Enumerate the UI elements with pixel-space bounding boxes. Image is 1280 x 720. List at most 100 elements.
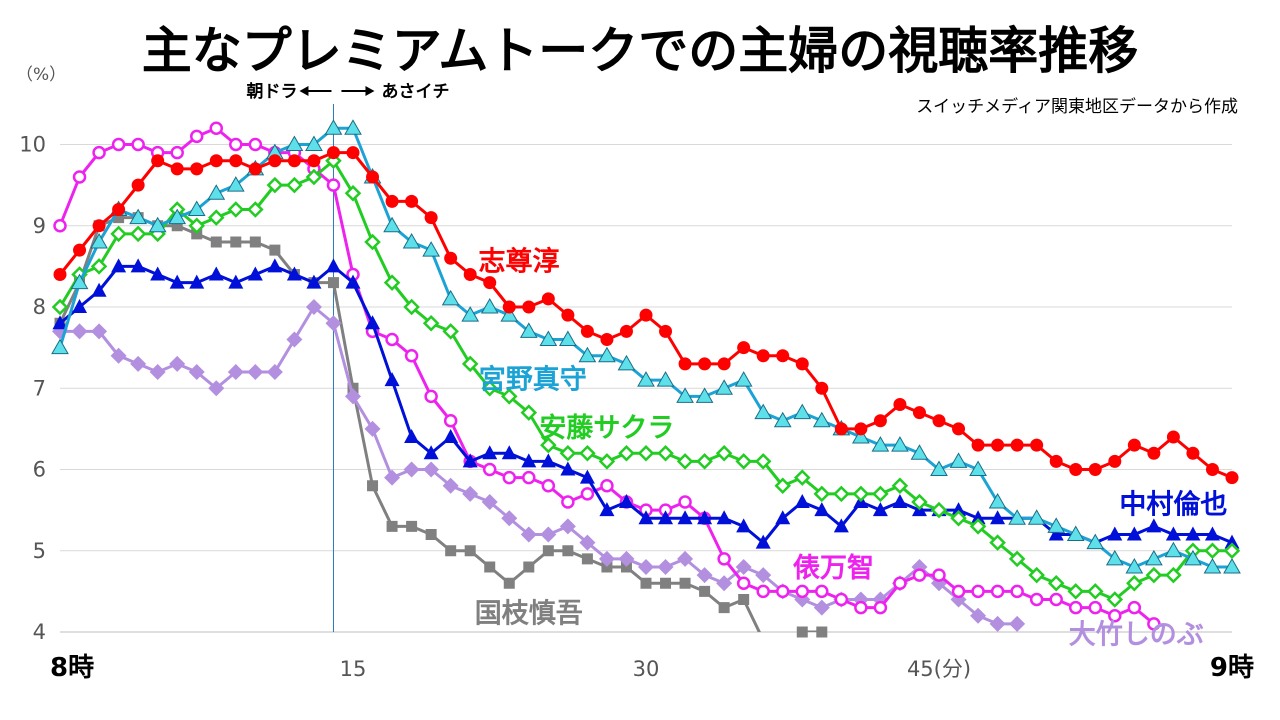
point-0-24 — [522, 300, 536, 314]
point-5-8 — [208, 380, 225, 397]
point-6-20 — [445, 545, 457, 557]
point-2-12 — [286, 176, 303, 194]
point-6-31 — [660, 577, 672, 589]
point-3-10 — [247, 266, 263, 281]
point-1-7 — [187, 200, 206, 216]
point-1-24 — [519, 322, 538, 338]
point-3-34 — [716, 510, 732, 525]
point-0-37 — [776, 349, 790, 363]
point-1-47 — [969, 460, 987, 476]
series-label-1: 宮野真守 — [479, 363, 587, 395]
point-2-7 — [188, 217, 206, 235]
point-0-35 — [737, 341, 751, 355]
point-0-32 — [678, 357, 692, 371]
point-0-48 — [991, 438, 1005, 452]
point-6-14 — [327, 277, 339, 289]
point-5-15 — [345, 388, 361, 405]
point-4-38 — [795, 584, 810, 599]
point-1-22 — [480, 297, 499, 314]
point-0-13 — [307, 154, 321, 168]
point-5-16 — [364, 420, 381, 437]
point-3-2 — [91, 282, 107, 297]
point-4-1 — [72, 170, 87, 184]
series-label-2: 安藤サクラ — [539, 413, 674, 444]
point-1-44 — [910, 444, 929, 460]
point-5-14 — [325, 315, 342, 332]
point-2-53 — [1087, 583, 1104, 600]
point-2-0 — [51, 298, 69, 316]
point-1-57 — [1164, 541, 1183, 558]
point-2-37 — [774, 477, 792, 495]
point-3-38 — [794, 494, 810, 508]
point-6-11 — [269, 244, 281, 256]
point-3-37 — [775, 510, 791, 525]
label-asadora: 朝ドラ — [246, 81, 297, 102]
point-3-48 — [990, 510, 1006, 525]
point-2-2 — [90, 258, 108, 275]
point-5-3 — [110, 347, 127, 364]
x-tick-60: 9時 — [1210, 653, 1254, 683]
point-5-36 — [755, 567, 772, 584]
point-3-20 — [443, 429, 459, 443]
point-4-8 — [209, 121, 224, 135]
point-3-12 — [286, 266, 302, 281]
point-0-38 — [795, 357, 809, 371]
source-note: スイッチメディア関東地区データから作成 — [916, 96, 1238, 117]
point-4-47 — [971, 584, 985, 599]
point-2-21 — [461, 355, 479, 373]
point-5-6 — [169, 355, 186, 372]
point-4-18 — [404, 349, 419, 363]
y-tick-9: 9 — [33, 214, 46, 238]
point-3-54 — [1107, 526, 1123, 541]
point-4-19 — [424, 389, 438, 404]
point-6-21 — [464, 545, 476, 557]
point-6-24 — [523, 561, 535, 573]
point-4-34 — [717, 552, 731, 566]
point-3-3 — [111, 258, 127, 273]
point-3-26 — [560, 461, 576, 476]
point-3-58 — [1185, 526, 1201, 541]
point-0-44 — [912, 406, 926, 420]
point-0-56 — [1147, 446, 1161, 460]
point-0-4 — [131, 178, 145, 192]
point-4-23 — [502, 470, 517, 485]
point-0-0 — [53, 268, 67, 281]
point-3-33 — [697, 510, 713, 525]
point-5-18 — [403, 461, 420, 478]
point-1-39 — [812, 411, 831, 428]
point-3-7 — [189, 274, 205, 289]
point-1-31 — [656, 371, 675, 387]
point-5-34 — [716, 575, 733, 592]
point-2-52 — [1067, 583, 1084, 600]
point-1-37 — [773, 411, 792, 428]
point-2-32 — [676, 453, 694, 470]
point-1-53 — [1086, 533, 1105, 550]
point-4-40 — [834, 592, 849, 607]
point-5-22 — [481, 494, 498, 510]
point-2-36 — [754, 453, 772, 470]
point-0-25 — [541, 292, 555, 306]
point-3-31 — [658, 510, 674, 525]
point-1-58 — [1184, 549, 1202, 566]
point-1-35 — [734, 371, 753, 387]
point-2-48 — [989, 534, 1006, 551]
point-0-49 — [1010, 438, 1024, 452]
point-0-57 — [1166, 430, 1180, 444]
point-5-35 — [735, 559, 752, 575]
point-4-26 — [561, 495, 575, 509]
point-5-39 — [813, 599, 830, 616]
point-6-16 — [367, 480, 379, 492]
point-4-45 — [932, 568, 946, 582]
x-tick-45: 45(分) — [907, 657, 971, 681]
point-6-38 — [796, 626, 808, 638]
point-0-22 — [483, 276, 497, 290]
point-5-29 — [618, 550, 635, 567]
point-3-43 — [892, 494, 908, 508]
point-3-22 — [482, 445, 498, 460]
point-2-59 — [1204, 542, 1221, 560]
point-1-50 — [1027, 509, 1046, 525]
point-5-33 — [696, 567, 713, 584]
point-6-32 — [679, 577, 691, 589]
series-group — [51, 119, 1241, 638]
